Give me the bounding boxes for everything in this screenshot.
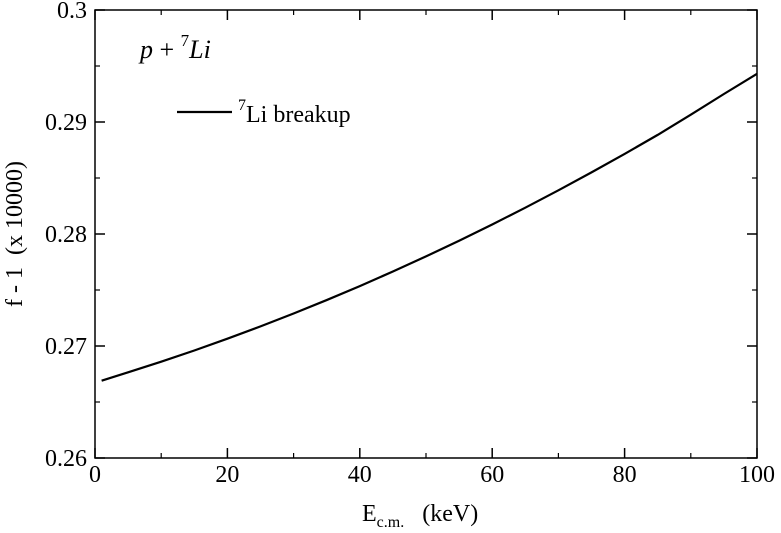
x-tick-label: 80 <box>613 462 637 488</box>
plot-frame <box>94 9 758 459</box>
x-axis-title-unit: (keV) <box>422 501 478 527</box>
x-tick-label: 60 <box>480 462 504 488</box>
y-tick-label: 0.3 <box>57 0 87 24</box>
y-tick-label: 0.26 <box>45 446 87 472</box>
x-tick-label: 20 <box>215 462 239 488</box>
y-tick-label: 0.28 <box>45 222 87 248</box>
reaction-annotation: p + 7Li <box>138 31 211 64</box>
y-tick-label: 0.29 <box>45 110 87 136</box>
legend-series-name: Li breakup <box>246 102 351 128</box>
y-axis-title: f - 1 (x 10000) <box>2 161 28 307</box>
x-axis-title-subscript: c.m. <box>377 514 405 531</box>
annotation-element: Li <box>188 35 211 64</box>
axis-tick-labels: 0 20 40 60 80 100 0.26 0.27 0.28 0.29 0.3 <box>45 0 775 488</box>
legend: 7Li breakup <box>177 97 351 128</box>
y-tick-label: 0.27 <box>45 334 87 360</box>
x-axis-title-main: E <box>362 501 377 527</box>
x-tick-label: 100 <box>739 462 775 488</box>
x-tick-label: 0 <box>89 462 101 488</box>
annotation-p: p <box>138 35 153 64</box>
axis-ticks <box>94 9 758 459</box>
series-line-li-breakup <box>101 72 758 382</box>
annotation-plus: + <box>153 35 181 64</box>
x-axis-title: Ec.m. (keV) <box>362 501 478 531</box>
annotation-mass-number: 7 <box>181 31 190 50</box>
legend-label: 7Li breakup <box>238 97 351 128</box>
x-tick-label: 40 <box>348 462 372 488</box>
legend-mass-number: 7 <box>238 97 246 114</box>
